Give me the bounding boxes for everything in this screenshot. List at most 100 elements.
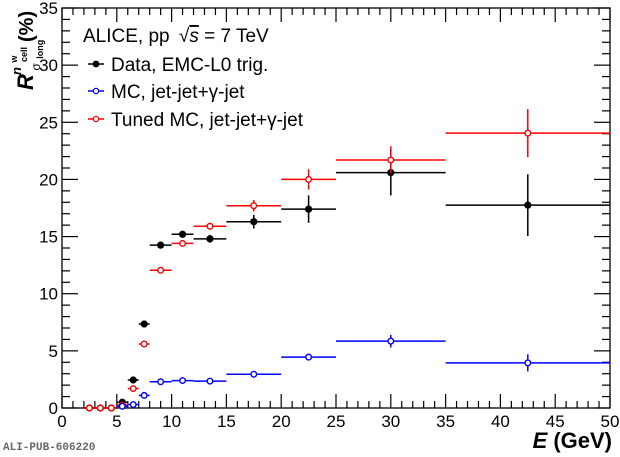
axes: 0 5 10 15 20 25 30 35 40 45 50 0 5 10 15 20 25 30 35 bbox=[39, 0, 619, 431]
y-tick-label: 30 bbox=[39, 56, 58, 75]
y-tick-label: 35 bbox=[39, 0, 58, 18]
marker-open-circle bbox=[206, 222, 214, 230]
x-tick-label: 50 bbox=[601, 412, 620, 431]
marker-open-circle bbox=[206, 377, 214, 385]
x-tick-label: 10 bbox=[162, 412, 181, 431]
data-point bbox=[149, 266, 172, 274]
series-0 bbox=[83, 149, 610, 412]
legend-header: ALICE, pp √s = 7 TeV bbox=[83, 26, 269, 47]
x-tick-label: 45 bbox=[546, 412, 565, 431]
x-tick-label: 25 bbox=[327, 412, 346, 431]
legend-label-tuned-mc: Tuned MC, jet-jet+γ-jet bbox=[111, 110, 304, 131]
marker-open-circle bbox=[250, 202, 258, 210]
marker-open-circle bbox=[107, 404, 115, 412]
data-point bbox=[193, 234, 227, 243]
marker-filled-circle bbox=[305, 205, 313, 213]
data-point bbox=[226, 214, 282, 229]
x-tick-label: 15 bbox=[217, 412, 236, 431]
y-tick-label: 5 bbox=[49, 342, 58, 361]
marker-filled-circle bbox=[129, 376, 137, 384]
legend: ALICE, pp √s = 7 TeV Data, EMC-L0 trig. … bbox=[83, 26, 304, 131]
x-tick-label: 40 bbox=[491, 412, 510, 431]
marker-open-circle bbox=[157, 266, 165, 274]
marker-open-circle bbox=[140, 340, 148, 348]
marker-open-circle bbox=[129, 401, 137, 409]
series-2 bbox=[83, 109, 610, 412]
marker-filled-circle bbox=[178, 230, 187, 238]
x-tick-label: 0 bbox=[57, 412, 66, 431]
data-point bbox=[336, 146, 446, 174]
marker-filled-circle bbox=[206, 235, 214, 243]
y-tick-label: 0 bbox=[49, 399, 58, 418]
data-point bbox=[105, 404, 117, 412]
ylabel-sub: σ bbox=[29, 63, 43, 71]
ylabel-sub-sub: long bbox=[35, 40, 45, 59]
legend-marker-open bbox=[92, 115, 100, 123]
ylabel-main: R bbox=[13, 74, 38, 90]
marker-open-circle bbox=[387, 156, 395, 164]
data-point bbox=[171, 239, 194, 247]
x-tick-label: 5 bbox=[112, 412, 121, 431]
legend-header-suffix: = 7 TeV bbox=[199, 26, 269, 47]
marker-filled-circle bbox=[157, 241, 165, 249]
footer-id: ALI-PUB-606220 bbox=[3, 442, 95, 454]
ylabel-sup: n bbox=[9, 67, 24, 75]
legend-marker-2 bbox=[88, 115, 104, 123]
marker-open-circle bbox=[305, 175, 313, 183]
y-tick-label: 15 bbox=[39, 228, 58, 247]
data-point bbox=[149, 378, 172, 386]
y-tick-label: 10 bbox=[39, 285, 58, 304]
data-point bbox=[445, 109, 610, 158]
data-point bbox=[193, 377, 227, 385]
data-point bbox=[116, 402, 128, 410]
marker-open-circle bbox=[387, 337, 395, 345]
data-point bbox=[171, 377, 194, 385]
svg-text:R σ long: R σ long bbox=[13, 40, 45, 90]
data-marks bbox=[83, 109, 610, 412]
data-point bbox=[149, 241, 172, 249]
data-point bbox=[281, 195, 336, 223]
data-point bbox=[83, 404, 95, 412]
data-point bbox=[281, 353, 336, 361]
ylabel-unit: (%) bbox=[16, 11, 38, 42]
y-axis-label: R σ long n w cell (%) bbox=[8, 11, 45, 90]
legend-header-sqrt: √ bbox=[179, 26, 190, 47]
marker-filled-circle bbox=[140, 320, 148, 328]
data-point bbox=[138, 340, 150, 348]
marker-open-circle bbox=[85, 404, 93, 412]
legend-entries bbox=[88, 60, 104, 123]
marker-open-circle bbox=[157, 378, 165, 386]
data-point bbox=[226, 200, 282, 212]
data-point bbox=[193, 222, 227, 230]
legend-label-data: Data, EMC-L0 trig. bbox=[111, 55, 268, 76]
marker-open-circle bbox=[140, 391, 148, 399]
marker-open-circle bbox=[250, 370, 258, 378]
legend-marker-1 bbox=[88, 87, 104, 95]
data-point bbox=[94, 404, 106, 412]
legend-header-s: s bbox=[189, 26, 199, 47]
data-point bbox=[226, 370, 282, 378]
x-tick-label: 35 bbox=[436, 412, 455, 431]
data-point bbox=[127, 385, 139, 393]
data-point bbox=[336, 334, 446, 348]
data-point bbox=[445, 354, 610, 372]
legend-header-prefix: ALICE, pp bbox=[83, 26, 175, 47]
marker-open-circle bbox=[305, 353, 313, 361]
data-point bbox=[127, 401, 139, 409]
data-point bbox=[281, 169, 336, 190]
marker-open-circle bbox=[118, 402, 126, 410]
marker-filled-circle bbox=[250, 218, 258, 226]
y-tick-label: 25 bbox=[39, 113, 58, 132]
marker-open-circle bbox=[96, 404, 104, 412]
svg-text:n w: n w bbox=[8, 55, 25, 75]
legend-marker-filled bbox=[92, 60, 100, 68]
x-tick-label: 30 bbox=[381, 412, 400, 431]
marker-open-circle bbox=[179, 377, 187, 385]
marker-open-circle bbox=[524, 359, 532, 367]
data-point bbox=[127, 376, 139, 384]
data-point bbox=[171, 230, 194, 238]
ylabel-sup-sup: w bbox=[9, 55, 19, 64]
x-axis-label: E (GeV) bbox=[533, 428, 612, 453]
marker-filled-circle bbox=[524, 201, 532, 209]
